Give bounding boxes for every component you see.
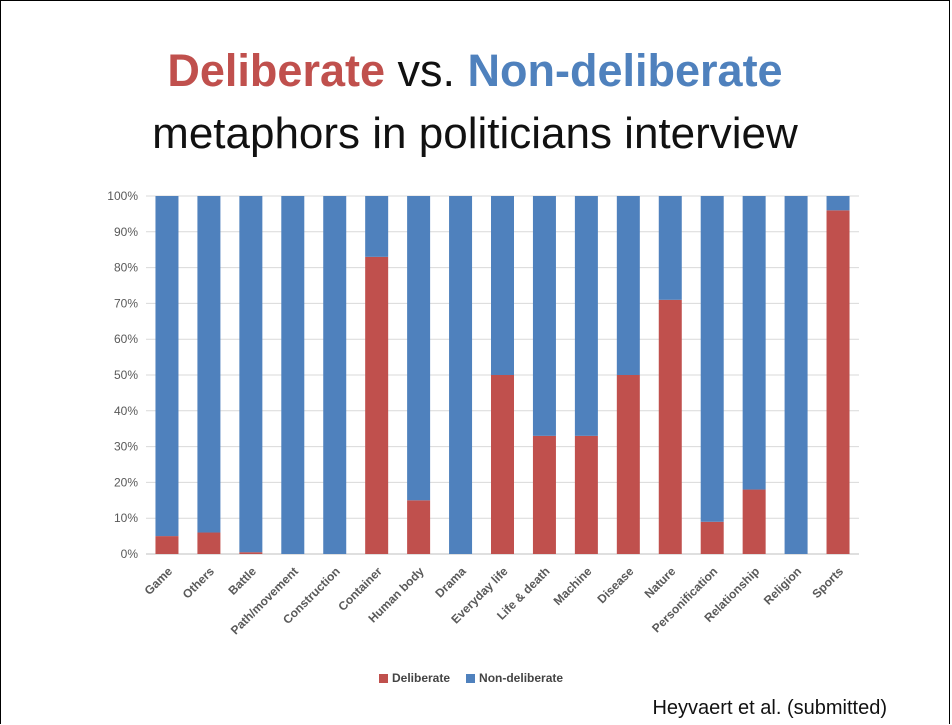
chart-legend: Deliberate Non-deliberate (379, 671, 563, 685)
bar-non-deliberate (701, 196, 724, 522)
x-tick-label: Machine (551, 564, 595, 608)
legend-swatch-non-deliberate (466, 674, 475, 683)
legend-swatch-deliberate (379, 674, 388, 683)
y-tick-label: 10% (114, 511, 138, 525)
bar-non-deliberate (239, 196, 262, 552)
legend-label-deliberate: Deliberate (392, 671, 450, 685)
bar-non-deliberate (659, 196, 682, 300)
bar-non-deliberate (617, 196, 640, 375)
bar-deliberate (617, 375, 640, 554)
bar-deliberate (743, 490, 766, 554)
bar-non-deliberate (449, 196, 472, 554)
bar-deliberate (365, 257, 388, 554)
bar-deliberate (239, 552, 262, 554)
x-tick-label: Game (142, 564, 176, 598)
bar-non-deliberate (155, 196, 178, 536)
bar-deliberate (407, 500, 430, 554)
citation: Heyvaert et al. (submitted) (652, 697, 887, 720)
bar-non-deliberate (743, 196, 766, 490)
legend-item-deliberate: Deliberate (379, 671, 450, 685)
y-tick-label: 0% (121, 547, 139, 561)
y-tick-label: 60% (114, 332, 138, 346)
bar-non-deliberate (281, 196, 304, 554)
bar-non-deliberate (533, 196, 556, 436)
y-tick-label: 30% (114, 440, 138, 454)
bar-non-deliberate (407, 196, 430, 500)
x-tick-label: Others (180, 564, 217, 601)
bar-non-deliberate (323, 196, 346, 554)
bar-non-deliberate (827, 196, 850, 210)
bar-deliberate (827, 210, 850, 554)
y-tick-label: 50% (114, 368, 138, 382)
bar-non-deliberate (785, 196, 808, 554)
x-tick-label: Battle (225, 564, 259, 598)
y-tick-label: 40% (114, 404, 138, 418)
x-tick-label: Nature (642, 564, 679, 601)
bar-deliberate (575, 436, 598, 554)
x-tick-label: Drama (432, 564, 469, 601)
y-tick-label: 70% (114, 296, 138, 310)
x-tick-label: Sports (809, 564, 846, 601)
legend-item-non-deliberate: Non-deliberate (466, 671, 563, 685)
bar-deliberate (533, 436, 556, 554)
y-tick-label: 90% (114, 225, 138, 239)
bar-non-deliberate (365, 196, 388, 257)
bar-deliberate (701, 522, 724, 554)
y-tick-label: 80% (114, 261, 138, 275)
bar-non-deliberate (575, 196, 598, 436)
bar-non-deliberate (491, 196, 514, 375)
x-tick-label: Religion (761, 564, 804, 607)
bar-non-deliberate (197, 196, 220, 533)
y-tick-label: 20% (114, 475, 138, 489)
y-tick-label: 100% (107, 189, 138, 203)
bar-deliberate (197, 533, 220, 554)
x-tick-label: Disease (594, 564, 636, 606)
bar-deliberate (659, 300, 682, 554)
legend-label-non-deliberate: Non-deliberate (479, 671, 563, 685)
bar-deliberate (155, 536, 178, 554)
bar-deliberate (491, 375, 514, 554)
